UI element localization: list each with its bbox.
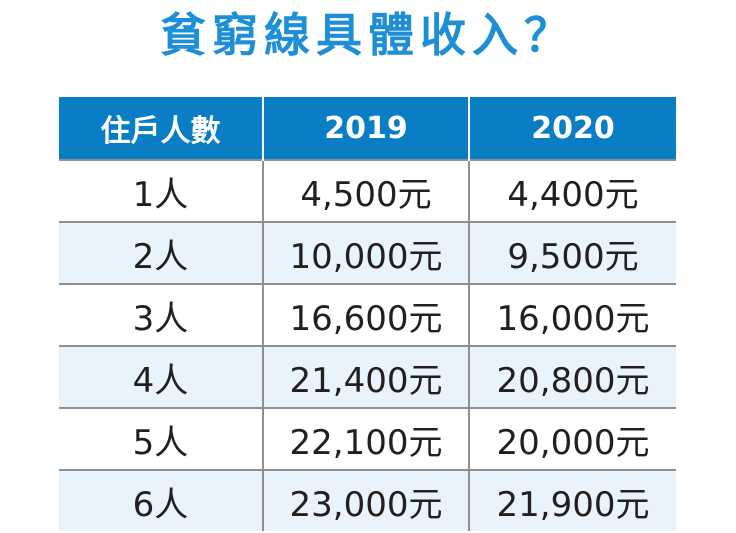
column-header-2019: 2019 — [263, 97, 470, 160]
table-row: 3人 16,600元 16,000元 — [59, 283, 676, 346]
household-size-cell: 1人 — [59, 159, 264, 222]
income-2020-cell: 9,500元 — [469, 221, 676, 284]
income-2020-cell: 20,800元 — [469, 345, 676, 408]
table-header-row: 住戶人數 2019 2020 — [59, 97, 676, 160]
income-2019-cell: 10,000元 — [263, 221, 470, 284]
column-header-household-size: 住戶人數 — [59, 97, 264, 160]
income-2020-cell: 20,000元 — [469, 407, 676, 470]
income-2019-cell: 22,100元 — [263, 407, 470, 470]
table-row: 1人 4,500元 4,400元 — [59, 159, 676, 222]
poverty-line-table: 住戶人數 2019 2020 1人 4,500元 4,400元 2人 10,00… — [59, 97, 676, 531]
income-2020-cell: 16,000元 — [469, 283, 676, 346]
income-2019-cell: 4,500元 — [263, 159, 470, 222]
household-size-cell: 5人 — [59, 407, 264, 470]
table-row: 5人 22,100元 20,000元 — [59, 407, 676, 470]
income-2019-cell: 23,000元 — [263, 469, 470, 531]
household-size-cell: 3人 — [59, 283, 264, 346]
chart-title: 貧窮線具體收入？ — [160, 8, 576, 62]
table-row: 4人 21,400元 20,800元 — [59, 345, 676, 408]
income-2019-cell: 16,600元 — [263, 283, 470, 346]
column-header-2020: 2020 — [469, 97, 676, 160]
table-row: 6人 23,000元 21,900元 — [59, 469, 676, 531]
household-size-cell: 6人 — [59, 469, 264, 531]
income-2020-cell: 21,900元 — [469, 469, 676, 531]
income-2019-cell: 21,400元 — [263, 345, 470, 408]
income-2020-cell: 4,400元 — [469, 159, 676, 222]
table-row: 2人 10,000元 9,500元 — [59, 221, 676, 284]
household-size-cell: 2人 — [59, 221, 264, 284]
household-size-cell: 4人 — [59, 345, 264, 408]
